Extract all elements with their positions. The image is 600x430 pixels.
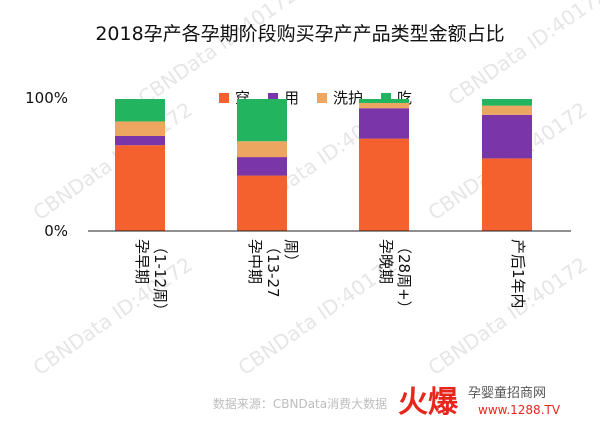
bar-segment-2-1 <box>237 175 287 231</box>
watermark-text: CBNData ID:40172 <box>29 97 197 225</box>
bar-segment-2-4 <box>237 99 287 142</box>
bar-segment-3-3 <box>359 102 409 109</box>
category-label-2-1: 孕中期 <box>246 239 264 284</box>
bar-segment-4-1 <box>482 158 532 231</box>
legend-label-2: 用 <box>284 89 299 107</box>
bar-segment-2-2 <box>237 157 287 176</box>
bars <box>115 99 532 231</box>
logo-brand: 火爆 <box>398 385 459 420</box>
site-logo: 火爆 孕婴童招商网 www.1288.TV <box>398 385 561 420</box>
bar-segment-4-2 <box>482 114 532 159</box>
category-label-3-1: 孕晚期 <box>377 239 395 284</box>
watermark-text: CBNData ID:40172 <box>29 252 197 380</box>
bar-segment-1-3 <box>115 121 165 136</box>
category-label-3-2: （28周+） <box>395 239 413 316</box>
category-label-2-3: 周） <box>282 239 300 269</box>
legend-swatch-1 <box>219 93 229 103</box>
bar-segment-3-4 <box>359 99 409 103</box>
legend-label-3: 洗护 <box>333 89 363 107</box>
logo-url: www.1288.TV <box>478 403 561 417</box>
bar-segment-1-2 <box>115 135 165 146</box>
bar-segment-1-4 <box>115 99 165 122</box>
category-label-1-1: 孕早期 <box>133 239 151 284</box>
legend-swatch-4 <box>381 93 391 103</box>
y-tick-label-100: 100% <box>25 89 68 107</box>
y-tick-label-0: 0% <box>44 222 68 240</box>
source-note: 数据来源：CBNData消费大数据 <box>213 396 387 411</box>
bar-segment-4-4 <box>482 99 532 106</box>
bar-segment-4-3 <box>482 105 532 115</box>
y-axis: 100% 0% <box>25 89 68 240</box>
bar-segment-3-2 <box>359 108 409 139</box>
legend-swatch-2 <box>268 93 278 103</box>
category-label-4-1: 产后1年内 <box>509 239 527 309</box>
legend: 穿用洗护吃 <box>219 89 412 107</box>
bar-segment-3-1 <box>359 138 409 231</box>
category-label-1-2: （1-12周） <box>151 239 169 318</box>
watermark-text: CBNData ID:40172 <box>424 252 592 380</box>
bar-segment-2-3 <box>237 141 287 158</box>
logo-subtitle: 孕婴童招商网 <box>468 385 546 401</box>
bar-segment-1-1 <box>115 145 165 231</box>
category-labels: 孕早期 （1-12周） 孕中期 （13-27 周） 孕晚期 （28周+） 产后1年内 <box>133 239 527 318</box>
legend-swatch-3 <box>317 93 327 103</box>
watermark-text: CBNData ID:40172 <box>444 0 600 110</box>
chart-title: 2018孕产各孕期阶段购买孕产产品类型金额占比 <box>95 23 504 45</box>
category-label-2-2: （13-27 <box>264 239 282 298</box>
